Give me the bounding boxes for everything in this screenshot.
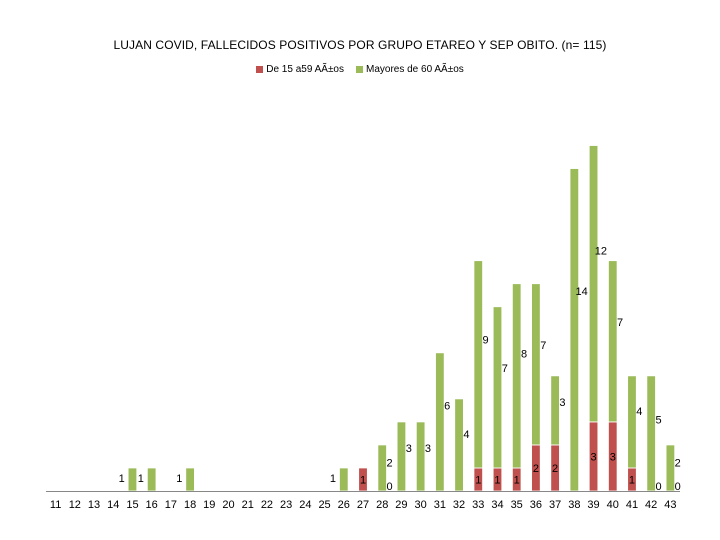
bar-old-42 [646, 375, 656, 492]
data-label-old-28: 2 [386, 457, 392, 469]
x-tick-label-11: 11 [50, 499, 61, 511]
data-label-old-39: 12 [595, 246, 607, 258]
data-label-young-27: 1 [360, 474, 366, 486]
bar-old-35 [511, 283, 522, 469]
bar-old-28 [377, 444, 387, 492]
bar-old-18 [185, 467, 195, 492]
x-tick-label-18: 18 [184, 499, 196, 511]
x-tick-label-25: 25 [318, 499, 330, 511]
bar-old-43 [665, 444, 676, 492]
data-label-young-33: 1 [475, 474, 481, 486]
data-label-young-37: 2 [552, 463, 558, 475]
x-tick-label-28: 28 [376, 499, 388, 511]
data-label-young-34: 1 [494, 474, 500, 486]
x-tick-label-30: 30 [415, 499, 427, 511]
legend-entry-young: De 15 a59 AÃ±os [256, 64, 344, 75]
bar-old-39 [588, 145, 599, 423]
x-tick-label-31: 31 [434, 499, 446, 511]
x-tick-label-41: 41 [626, 499, 638, 511]
x-tick-label-37: 37 [549, 499, 561, 511]
data-label-old-37: 3 [559, 397, 565, 409]
data-label-old-34: 7 [502, 363, 508, 375]
data-label-old-30: 3 [425, 443, 431, 455]
data-label-young-39: 3 [590, 451, 596, 463]
data-label-old-41: 4 [636, 406, 642, 418]
x-tick-label-14: 14 [107, 499, 119, 511]
x-tick-label-26: 26 [338, 499, 350, 511]
bar-old-31 [435, 352, 445, 492]
legend-entry-old: Mayores de 60 AÃ±os [356, 64, 464, 75]
bar-old-29 [396, 421, 407, 492]
x-tick-label-20: 20 [222, 499, 234, 511]
bar-old-38 [569, 168, 580, 492]
x-tick-label-40: 40 [607, 499, 619, 511]
legend-swatch-old [356, 66, 363, 73]
bar-old-37 [550, 375, 560, 446]
legend-label-old: Mayores de 60 AÃ±os [366, 64, 464, 75]
bar-old-15 [127, 467, 138, 492]
data-label-old-32: 4 [463, 429, 469, 441]
x-tick-label-43: 43 [664, 499, 676, 511]
x-tick-label-23: 23 [280, 499, 292, 511]
x-tick-label-36: 36 [530, 499, 542, 511]
data-label-old-36: 7 [540, 340, 546, 352]
bar-old-36 [531, 283, 541, 446]
data-label-old-15: 1 [119, 473, 125, 485]
data-label-old-26: 1 [330, 473, 336, 485]
x-tick-label-38: 38 [568, 499, 580, 511]
x-tick-label-15: 15 [126, 499, 138, 511]
x-tick-label-33: 33 [472, 499, 484, 511]
x-tick-label-21: 21 [242, 499, 254, 511]
legend: De 15 a59 AÃ±os Mayores de 60 AÃ±os [0, 64, 720, 75]
bar-old-30 [415, 421, 426, 492]
data-label-old-40: 7 [617, 317, 623, 329]
x-tick-label-17: 17 [165, 499, 177, 511]
x-tick-label-19: 19 [203, 499, 215, 511]
x-tick-label-34: 34 [491, 499, 503, 511]
data-label-old-33: 9 [483, 334, 489, 346]
x-axis: 11 12 13 14 15 16 17 18 19 20 21 22 23 24 25 26 27 28 29 30… [46, 491, 680, 511]
data-label-young-40: 3 [610, 451, 616, 463]
legend-label-young: De 15 a59 AÃ±os [266, 64, 344, 75]
data-label-old-35: 8 [521, 349, 527, 361]
data-label-old-43: 2 [675, 457, 681, 469]
x-tick-label-13: 13 [88, 499, 100, 511]
data-label-old-42: 5 [655, 415, 661, 427]
data-label-young-35: 1 [514, 474, 520, 486]
bar-old-40 [608, 260, 618, 423]
x-tick-label-42: 42 [645, 499, 657, 511]
x-tick-label-22: 22 [261, 499, 273, 511]
legend-swatch-young [256, 66, 264, 73]
bar-old-33 [473, 260, 483, 469]
data-label-old-29: 3 [406, 443, 412, 455]
bar-old-32 [454, 398, 464, 492]
bar-old-41 [627, 375, 637, 469]
bar-old-26 [339, 467, 349, 492]
bars-layer [127, 145, 676, 492]
x-tick-label-27: 27 [357, 499, 369, 511]
x-tick-label-12: 12 [69, 499, 81, 511]
x-tick-label-39: 39 [587, 499, 599, 511]
bar-old-34 [492, 306, 503, 469]
x-tick-label-24: 24 [299, 499, 311, 511]
x-tick-label-32: 32 [453, 499, 465, 511]
x-tick-label-29: 29 [395, 499, 407, 511]
data-label-young-36: 2 [533, 463, 539, 475]
data-label-young-28: 0 [386, 481, 392, 493]
data-label-old-16: 1 [138, 473, 144, 485]
x-tick-label-35: 35 [511, 499, 523, 511]
data-label-old-31: 6 [444, 400, 450, 412]
data-label-young-42: 0 [655, 481, 661, 493]
data-label-old-18: 1 [176, 473, 182, 485]
data-label-old-38: 14 [576, 286, 588, 298]
x-tick-label-16: 16 [146, 499, 158, 511]
bar-old-16 [146, 467, 157, 492]
chart-title: LUJAN COVID, FALLECIDOS POSITIVOS POR GR… [113, 38, 607, 52]
data-label-young-43: 0 [675, 481, 681, 493]
data-label-young-41: 1 [629, 474, 635, 486]
